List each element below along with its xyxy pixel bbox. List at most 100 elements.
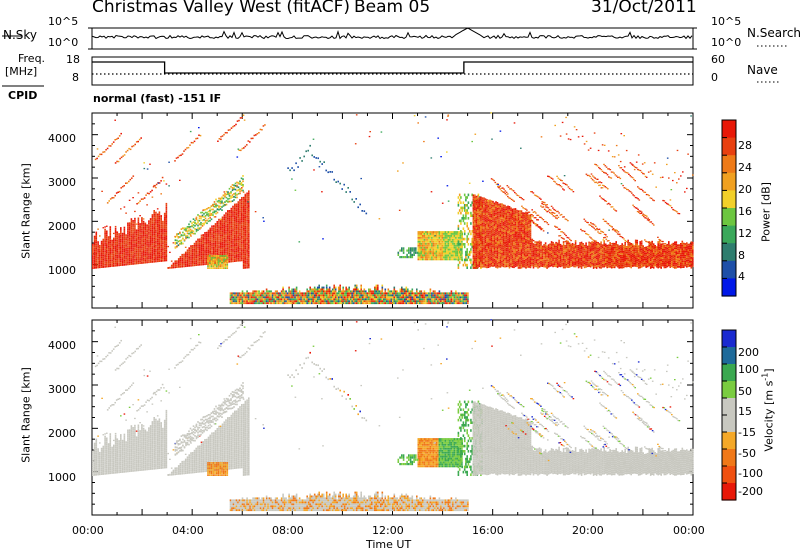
power-cell — [184, 253, 187, 256]
power-cell — [307, 298, 310, 301]
power-cell — [399, 249, 401, 252]
power-cell — [248, 219, 250, 222]
power-cell — [122, 155, 124, 157]
power-cell — [355, 288, 358, 291]
power-cell — [99, 246, 101, 249]
power-cell — [486, 222, 488, 225]
power-cell — [218, 240, 220, 243]
power-cell — [496, 256, 499, 259]
power-cell — [472, 249, 475, 252]
power-cell — [105, 149, 107, 151]
power-cell — [405, 302, 408, 305]
power-cell — [472, 215, 475, 218]
power-cell — [153, 217, 155, 220]
power-cell — [177, 265, 180, 268]
power-cell — [234, 207, 236, 210]
power-cell — [172, 262, 175, 265]
power-cell — [447, 236, 450, 239]
power-cell — [420, 231, 423, 233]
power-cell — [420, 246, 423, 249]
power-cell — [449, 302, 451, 305]
power-cell — [160, 242, 162, 245]
power-cell — [155, 213, 157, 216]
power-cell — [188, 255, 190, 257]
power-cell — [246, 294, 248, 297]
power-cell — [234, 209, 236, 212]
power-cell — [495, 224, 497, 227]
power-cell — [365, 292, 367, 295]
power-cell — [462, 237, 465, 241]
power-cell — [234, 194, 237, 196]
power-cell — [472, 217, 475, 220]
power-cell — [301, 294, 304, 297]
power-cell — [111, 263, 113, 265]
power-cell — [149, 222, 152, 224]
power-cell — [384, 300, 387, 303]
power-cell — [165, 230, 168, 233]
power-cell — [207, 229, 210, 232]
power-cell — [375, 298, 378, 301]
power-cell — [395, 300, 397, 303]
power-cell — [221, 263, 223, 266]
power-cell — [477, 258, 479, 261]
power-cell — [233, 193, 235, 195]
power-cell — [165, 212, 168, 215]
power-cell — [307, 300, 310, 303]
power-cell — [120, 254, 122, 257]
power-cell — [369, 290, 372, 293]
power-cell — [193, 250, 196, 253]
power-cell — [490, 217, 493, 220]
power-cell — [211, 244, 213, 247]
power-cell — [419, 258, 421, 261]
power-cell — [220, 228, 222, 231]
power-cell — [480, 252, 482, 255]
power-cell — [220, 242, 222, 244]
power-cell — [100, 254, 103, 257]
power-cell — [461, 231, 463, 233]
power-cell — [489, 257, 491, 260]
power-cell — [246, 144, 248, 146]
power-cell — [346, 294, 349, 297]
power-cell — [141, 262, 143, 264]
power-cell — [221, 201, 223, 204]
power-cell — [498, 246, 500, 248]
power-cell — [238, 119, 240, 122]
power-cell — [310, 300, 313, 303]
power-cell — [477, 193, 480, 197]
power-cell — [155, 252, 157, 255]
power-cell — [395, 292, 397, 295]
power-cell — [220, 236, 222, 239]
power-cell — [248, 250, 250, 253]
power-cell — [246, 223, 248, 226]
power-cell — [221, 236, 224, 238]
power-cell — [134, 233, 136, 236]
power-cell — [291, 300, 293, 303]
power-cell — [142, 240, 145, 243]
power-cell — [453, 294, 456, 297]
power-cell — [426, 254, 429, 257]
power-cell — [228, 217, 231, 220]
power-cell — [140, 198, 143, 200]
power-cell — [477, 248, 479, 251]
power-cell — [441, 302, 444, 305]
power-cell — [155, 221, 157, 224]
power-cell — [474, 204, 476, 207]
power-cell — [298, 290, 301, 293]
power-cell — [480, 242, 482, 245]
power-cell — [487, 264, 490, 266]
power-cell — [235, 298, 238, 301]
power-cell — [470, 261, 472, 264]
power-cell — [142, 228, 145, 231]
power-cell — [219, 208, 222, 210]
power-cell — [127, 236, 129, 238]
power-cell — [204, 211, 207, 214]
power-cell — [377, 290, 379, 293]
power-cell — [190, 258, 192, 261]
power-cell — [484, 244, 487, 247]
power-cell — [483, 250, 485, 252]
power-cell — [307, 296, 310, 299]
power-cell — [490, 235, 493, 238]
power-cell — [452, 233, 454, 235]
power-cell — [95, 233, 98, 236]
power-cell — [327, 302, 329, 305]
